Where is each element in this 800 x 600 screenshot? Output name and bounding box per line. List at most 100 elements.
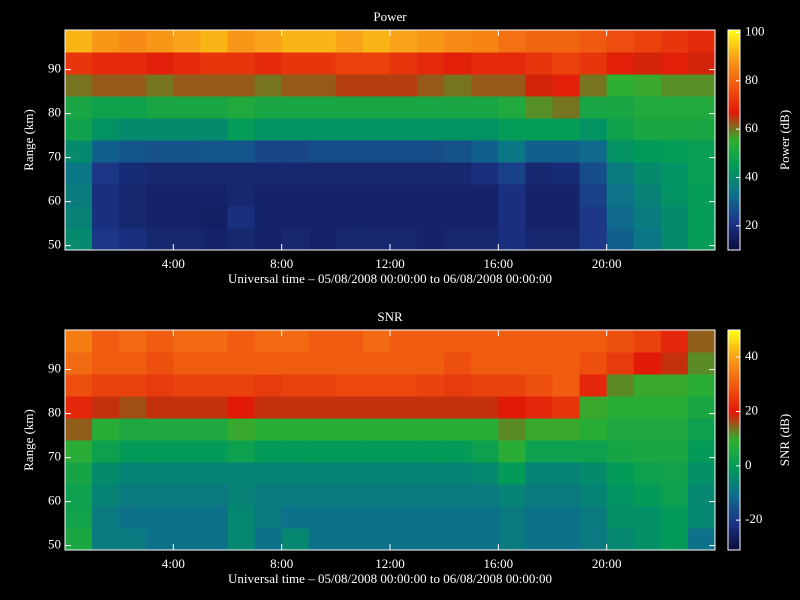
heatmap-cell <box>146 184 174 207</box>
colorbar-step <box>728 402 740 405</box>
heatmap-cell <box>308 352 337 375</box>
heatmap-cell <box>281 96 310 119</box>
colorbar-step <box>728 144 740 147</box>
heatmap-cell <box>281 330 310 353</box>
heatmap-cell <box>200 396 228 419</box>
heatmap-cell <box>227 528 256 551</box>
heatmap-cell <box>390 418 418 441</box>
heatmap-cell <box>200 462 228 485</box>
heatmap-cell <box>335 140 364 163</box>
colorbar-step <box>728 184 740 187</box>
colorbar-step <box>728 230 740 233</box>
colorbar-step <box>728 242 740 245</box>
heatmap-cell <box>200 506 228 529</box>
heatmap-cell <box>633 396 662 419</box>
heatmap-cell <box>633 484 662 507</box>
colorbar-step <box>728 182 740 185</box>
heatmap-cell <box>65 396 93 419</box>
heatmap-cell <box>525 118 553 141</box>
heatmap-cell <box>606 484 635 507</box>
colorbar-step <box>728 392 740 395</box>
heatmap-cell <box>254 184 283 207</box>
heatmap-cell <box>200 52 228 75</box>
colorbar-step <box>728 126 740 129</box>
heatmap-cell <box>390 462 418 485</box>
heatmap-cell <box>606 506 635 529</box>
heatmap-cell <box>390 228 418 251</box>
heatmap-cell <box>525 462 553 485</box>
colorbar-step <box>728 420 740 423</box>
colorbar-step <box>728 42 740 45</box>
heatmap-cell <box>579 330 608 353</box>
heatmap-cell <box>552 74 581 97</box>
heatmap-cell <box>173 440 201 463</box>
heatmap-cell <box>173 74 201 97</box>
heatmap-cell <box>146 30 174 53</box>
colorbar-step <box>728 60 740 63</box>
colorbar-step <box>728 118 740 121</box>
heatmap-cell <box>362 162 391 185</box>
heatmap-cell <box>552 418 581 441</box>
heatmap-cell <box>606 30 635 53</box>
colorbar-step <box>728 66 740 69</box>
heatmap-cell <box>660 52 689 75</box>
colorbar-step <box>728 496 740 499</box>
heatmap-cell <box>606 206 635 229</box>
colorbar-step <box>728 98 740 101</box>
colorbar-step <box>728 448 740 451</box>
colorbar-step <box>728 40 740 43</box>
colorbar-tick-label: 40 <box>745 348 758 363</box>
heatmap-cell <box>281 52 310 75</box>
colorbar-step <box>728 336 740 339</box>
colorbar-step <box>728 192 740 195</box>
colorbar-step <box>728 204 740 207</box>
colorbar-step <box>728 446 740 449</box>
colorbar-step <box>728 536 740 539</box>
heatmap-cell <box>633 74 662 97</box>
colorbar-step <box>728 226 740 229</box>
heatmap-cell <box>444 374 472 397</box>
heatmap-cell <box>633 140 662 163</box>
colorbar-step <box>728 186 740 189</box>
heatmap-cell <box>471 52 499 75</box>
heatmap-cell <box>579 374 608 397</box>
heatmap-cell <box>92 506 120 529</box>
heatmap-cell <box>227 30 256 53</box>
colorbar-step <box>728 486 740 489</box>
heatmap-cell <box>687 184 716 207</box>
heatmap-cell <box>254 206 283 229</box>
heatmap-cell <box>444 228 472 251</box>
heatmap-cell <box>579 96 608 119</box>
colorbar-tick-label: -20 <box>745 511 762 526</box>
heatmap-cell <box>308 418 337 441</box>
heatmap-cell <box>146 396 174 419</box>
heatmap-cell <box>200 440 228 463</box>
y-axis-label: Range (km) <box>21 109 36 171</box>
colorbar-step <box>728 228 740 231</box>
heatmap-cell <box>227 462 256 485</box>
heatmap-cell <box>687 462 716 485</box>
heatmap-cell <box>633 228 662 251</box>
heatmap-cell <box>92 440 120 463</box>
heatmap-cell <box>579 140 608 163</box>
colorbar-step <box>728 148 740 151</box>
colorbar-step <box>728 502 740 505</box>
colorbar-step <box>728 58 740 61</box>
heatmap-cell <box>660 74 689 97</box>
colorbar-step <box>728 548 740 551</box>
heatmap-cell <box>308 140 337 163</box>
colorbar-step <box>728 152 740 155</box>
colorbar-step <box>728 348 740 351</box>
colorbar-step <box>728 456 740 459</box>
heatmap-cell <box>552 162 581 185</box>
heatmap-cell <box>471 396 499 419</box>
heatmap-cell <box>281 118 310 141</box>
heatmap-cell <box>417 118 445 141</box>
colorbar-step <box>728 222 740 225</box>
heatmap-cell <box>254 162 283 185</box>
heatmap-cell <box>552 118 581 141</box>
heatmap-cell <box>606 162 635 185</box>
heatmap-cell <box>660 374 689 397</box>
colorbar-step <box>728 412 740 415</box>
